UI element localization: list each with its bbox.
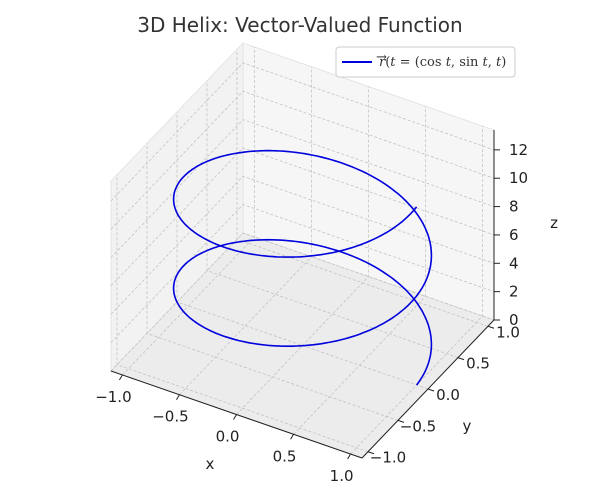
x-tick-mark [118,374,123,381]
tick-marks: −1.0−0.50.00.51.0−1.0−0.50.00.51.0024681… [95,141,528,485]
legend-box [335,46,516,78]
y-tick-mark [397,419,405,423]
x-tick-mark [176,394,180,400]
x-tick-label: 1.0 [330,467,354,485]
y-tick-mark [367,451,375,455]
x-axis-label: x [206,455,215,473]
grid-line-z [110,62,495,202]
helix-curve-group [172,149,433,386]
x-tick-label: −0.5 [152,408,188,426]
x-tick-label: 0.5 [273,447,297,465]
y-tick-mark [457,357,465,361]
y-tick-mark [487,325,495,329]
grid-line-z [110,204,495,343]
z-tick-label: 6 [509,226,519,244]
z-tick-label: 8 [509,198,519,216]
y-axis-label: y [463,417,472,435]
y-tick-label: −1.0 [370,449,406,467]
grid-line-x [122,47,255,376]
grid-line-x [350,126,483,455]
y-tick-label: 0.5 [466,355,490,373]
z-tick-label: 4 [509,254,519,272]
z-axis-label: z [550,214,558,232]
x-tick-mark [347,453,352,460]
y-tick-label: 1.0 [496,323,520,341]
x-tick-label: 0.0 [216,428,240,446]
x-tick-mark [233,414,237,420]
legend: → r(t = (cos t, sin t, t) [335,46,516,78]
x-tick-mark [290,434,294,440]
z-tick-label: 2 [509,283,519,301]
grid-line-x [236,86,369,415]
grid-line-y [116,174,369,453]
grid-line-z [110,232,495,372]
y-tick-label: −0.5 [400,417,436,435]
grid-lines [110,47,495,455]
x-tick-label: −1.0 [95,388,131,406]
z-tick-label: 12 [509,141,528,159]
chart-title: 3D Helix: Vector-Valued Function [137,13,462,37]
grid-line-z [110,119,495,258]
z-tick-label: 10 [509,169,528,187]
grid-line-z [110,175,495,315]
helix-series-line [172,149,433,386]
legend-arrow: → [376,50,387,65]
y-tick-label: 0.0 [436,386,460,404]
grid-line-x [179,66,312,395]
y-tick-mark [427,388,435,392]
grid-line-z [110,147,495,287]
grid-line-z [110,90,495,230]
z-tick-label: 0 [509,311,519,329]
legend-label: r(t = (cos t, sin t, t) [379,55,506,70]
grid-line-x [293,106,426,435]
grid-line-y [206,80,459,358]
